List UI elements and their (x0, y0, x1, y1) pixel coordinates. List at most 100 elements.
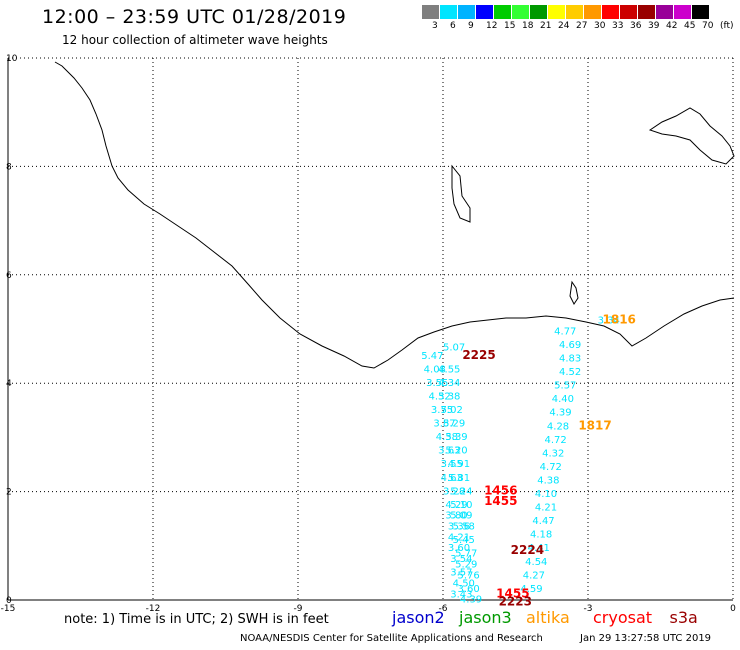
y-tick-label: 2 (6, 488, 12, 498)
satellite-altika: altika (526, 608, 570, 627)
legend-label: 18 (522, 21, 534, 31)
wave-height-value: 5.10 (450, 500, 472, 511)
y-tick-label: 0 (6, 596, 12, 606)
legend-swatch (530, 5, 548, 19)
x-tick-label: -3 (584, 604, 593, 614)
y-tick-label: 8 (6, 162, 12, 172)
wave-height-value: 4.39 (549, 408, 571, 419)
legend-label: 33 (612, 21, 624, 31)
legend-swatch (602, 5, 620, 19)
wave-height-value: 4.34 (438, 378, 460, 389)
x-tick-label: -6 (439, 604, 448, 614)
wave-height-value: 5.07 (443, 343, 465, 354)
legend-label: 30 (594, 21, 606, 31)
coastline-west-africa (54, 61, 735, 369)
wave-height-value: 5.58 (453, 522, 475, 533)
wave-height-value: 4.32 (429, 391, 451, 402)
wave-height-value: 3.60 (448, 543, 470, 554)
pass-time-label: 1456 (484, 483, 517, 497)
wave-height-value: 3.60 (458, 584, 480, 595)
legend-swatch (584, 5, 602, 19)
wave-height-value: 4.52 (559, 367, 581, 378)
wave-height-value: 5.45 (453, 535, 475, 546)
timestamp: Jan 29 13:27:58 UTC 2019 (580, 633, 712, 644)
wave-height-value: 4.54 (525, 557, 547, 568)
wave-height-value: 5.29 (455, 559, 477, 570)
wave-height-value: 3.55 (426, 378, 448, 389)
wave-height-value: 4.69 (559, 340, 581, 351)
legend-swatch (638, 5, 656, 19)
coastline-bioko-island (451, 164, 471, 223)
y-tick-label: 4 (6, 379, 12, 389)
wave-height-value: 4.38 (436, 432, 458, 443)
legend-label: 45 (684, 21, 696, 31)
wave-height-value: 3.80 (445, 511, 467, 522)
pass-time-label: 1455 (484, 494, 517, 508)
legend-swatch (620, 5, 638, 19)
wave-height-value: 4.29 (445, 500, 467, 511)
axis-ticks: -15 -12 -9 -6 -3 0 0 2 4 6 8 10 (1, 54, 736, 614)
wave-height-value: 3.34 (598, 316, 620, 327)
wave-height-value: 4.39 (460, 595, 482, 606)
x-tick-label: -12 (146, 604, 161, 614)
legend-swatch (440, 5, 458, 19)
wave-height-value: 5.09 (450, 511, 472, 522)
wave-height-value: 5.57 (554, 381, 576, 392)
wave-height-value: 4.08 (424, 364, 446, 375)
wave-height-value: 4.72 (540, 462, 562, 473)
wave-height-value: 5.76 (458, 570, 480, 581)
wave-height-value: 3.55 (441, 459, 463, 470)
x-tick-label: 0 (730, 604, 736, 614)
wave-height-value: 5.77 (455, 549, 477, 560)
satellite-jason3: jason3 (459, 608, 512, 627)
page-subtitle: 12 hour collection of altimeter wave hei… (62, 33, 328, 47)
wave-height-value: 4.59 (520, 584, 542, 595)
credit-line: NOAA/NESDIS Center for Satellite Applica… (240, 633, 543, 644)
wave-height-value: 3.54 (450, 554, 472, 565)
wave-height-value: 5.81 (448, 473, 470, 484)
footer-note: note: 1) Time is in UTC; 2) SWH is in fe… (64, 612, 329, 627)
color-legend (422, 5, 710, 19)
wave-height-value: 5.02 (441, 405, 463, 416)
wave-height-value: 5.29 (443, 419, 465, 430)
wave-height-value: 4.40 (552, 394, 574, 405)
y-tick-label: 10 (6, 54, 18, 64)
page-title: 12:00 – 23:59 UTC 01/28/2019 (42, 6, 347, 28)
wave-height-value: 4.10 (535, 489, 557, 500)
wave-height-value: 4.41 (528, 543, 550, 554)
legend-label: 24 (558, 21, 570, 31)
legend-swatch (548, 5, 566, 19)
wave-height-value: 4.38 (537, 475, 559, 486)
wave-height-value: 4.72 (545, 435, 567, 446)
legend-swatch (422, 5, 440, 19)
legend-swatch (674, 5, 692, 19)
wave-height-value: 5.47 (421, 351, 443, 362)
legend-swatch (494, 5, 512, 19)
color-legend-labels: 3 6 9 12 15 18 21 24 27 30 33 36 39 42 45 70 (ft) (422, 21, 740, 35)
legend-swatch (566, 5, 584, 19)
wave-height-value: 5.38 (438, 391, 460, 402)
legend-swatch (476, 5, 494, 19)
pass-time-label: 2224 (511, 543, 544, 557)
coastline-gulf-islands (569, 280, 579, 305)
satellite-cryosat: cryosat (593, 608, 653, 627)
wave-height-value: 4.28 (547, 421, 569, 432)
legend-label: 27 (576, 21, 588, 31)
pass-time-label: 2225 (462, 348, 495, 362)
wave-height-value: 4.63 (441, 473, 463, 484)
coastline (54, 61, 735, 369)
x-tick-label: -15 (1, 604, 16, 614)
wave-height-value: 4.91 (448, 459, 470, 470)
wave-height-value: 3.28 (443, 486, 465, 497)
map-grid (7, 57, 734, 601)
satellite-jason2: jason2 (392, 608, 445, 627)
wave-height-value: 5.24 (450, 486, 472, 497)
wave-height-value: 3.36 (448, 522, 470, 533)
wave-height-value: 5.20 (445, 446, 467, 457)
wave-height-value: 3.87 (433, 419, 455, 430)
legend-label: 3 (432, 21, 438, 31)
legend-label: (ft) (720, 21, 734, 31)
wave-height-value: 3.75 (431, 405, 453, 416)
